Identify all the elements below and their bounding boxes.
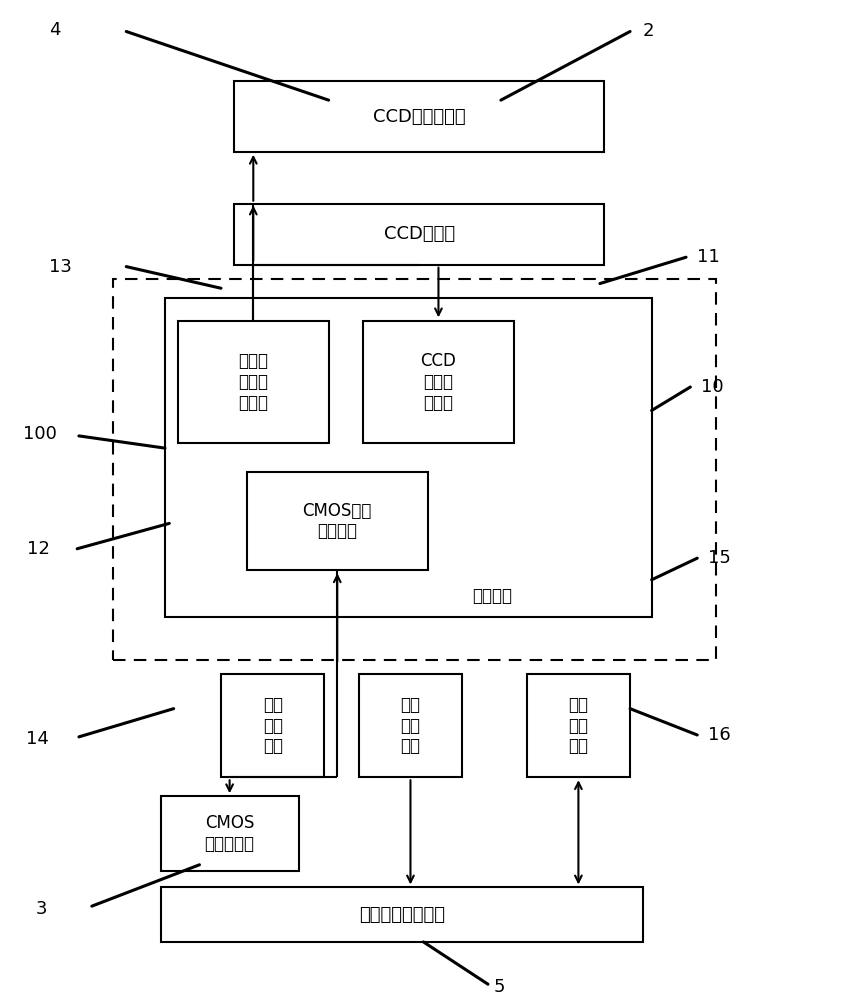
Bar bbox=[161, 887, 643, 942]
Text: 13: 13 bbox=[48, 258, 72, 276]
Text: 4: 4 bbox=[48, 21, 60, 39]
Bar bbox=[165, 298, 651, 617]
Text: 控制单元: 控制单元 bbox=[473, 587, 512, 605]
Text: 通讯
接口
单元: 通讯 接口 单元 bbox=[569, 696, 588, 755]
Bar bbox=[221, 674, 324, 777]
Text: CCD图像传感器: CCD图像传感器 bbox=[372, 108, 466, 126]
Text: CMOS
图像传感器: CMOS 图像传感器 bbox=[205, 814, 255, 853]
Bar bbox=[234, 81, 604, 152]
Text: CCD
图像处
理单元: CCD 图像处 理单元 bbox=[421, 352, 456, 412]
Text: 12: 12 bbox=[28, 540, 50, 558]
Bar bbox=[247, 472, 428, 570]
Text: 时序发
生及驱
动单元: 时序发 生及驱 动单元 bbox=[238, 352, 269, 412]
Text: 3: 3 bbox=[35, 900, 48, 918]
Text: 电源
稳压
单元: 电源 稳压 单元 bbox=[263, 696, 283, 755]
Bar bbox=[178, 321, 328, 443]
Text: 16: 16 bbox=[708, 726, 730, 744]
Text: 14: 14 bbox=[26, 730, 48, 748]
Bar bbox=[527, 674, 630, 777]
Bar bbox=[161, 796, 298, 871]
Bar bbox=[359, 674, 462, 777]
Bar bbox=[113, 279, 716, 660]
Text: 11: 11 bbox=[697, 248, 720, 266]
Text: 外部主控存储系统: 外部主控存储系统 bbox=[359, 906, 445, 924]
Text: 5: 5 bbox=[494, 978, 505, 996]
Text: 100: 100 bbox=[23, 425, 57, 443]
Bar bbox=[234, 204, 604, 265]
Text: 10: 10 bbox=[701, 378, 723, 396]
Text: CCD驱动板: CCD驱动板 bbox=[384, 225, 454, 243]
Text: 2: 2 bbox=[643, 22, 655, 40]
Text: 数传
接口
单元: 数传 接口 单元 bbox=[401, 696, 421, 755]
Text: 15: 15 bbox=[708, 549, 730, 567]
Bar bbox=[363, 321, 514, 443]
Text: CMOS图像
处理单元: CMOS图像 处理单元 bbox=[302, 502, 372, 540]
